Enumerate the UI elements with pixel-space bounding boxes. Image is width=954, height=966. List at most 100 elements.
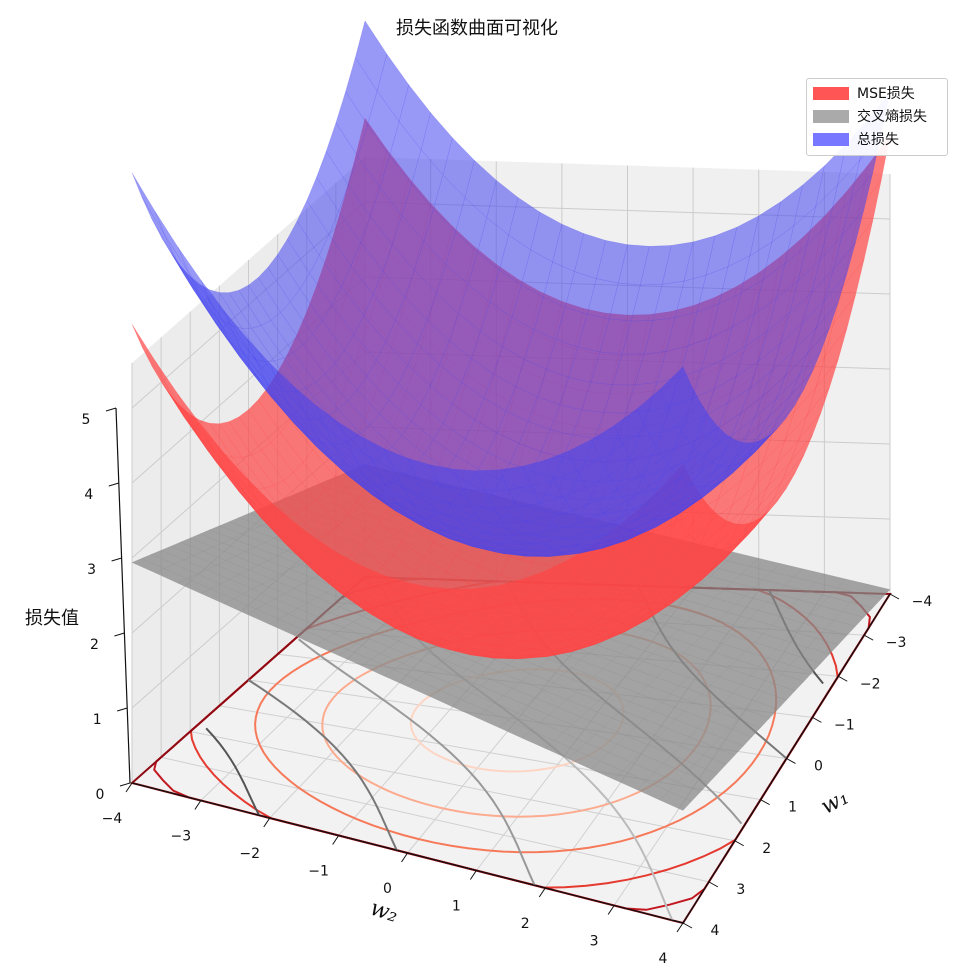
total-surface-cell [141, 196, 175, 257]
cross-entropy-surface-cell [659, 790, 692, 811]
w2-tick-mark [194, 800, 202, 810]
w1-tick-label: 1 [788, 800, 797, 816]
mse-surface-cell [338, 553, 372, 586]
cross-entropy-contour-line [297, 638, 536, 886]
legend-swatch-mse [813, 86, 849, 100]
cross-entropy-contour-line [247, 679, 398, 851]
w2-tick-mark [263, 817, 271, 828]
legend-label-mse: MSE损失 [857, 86, 915, 102]
w2-tick-mark [332, 835, 340, 845]
z-tick-label: 4 [84, 487, 93, 503]
cross-entropy-surface-cell [338, 649, 372, 667]
z-tick-mark [105, 407, 117, 412]
w2-tick-label: −3 [171, 829, 192, 845]
mse-surface-cell [384, 575, 418, 602]
legend-label-cross-entropy: 交叉熵损失 [857, 109, 927, 125]
total-surface-cell [338, 421, 372, 459]
w2-tick-mark [676, 922, 684, 933]
w2-tick-label: 2 [521, 916, 530, 932]
w2-tick-label: −2 [239, 846, 260, 862]
mse-surface-cell [200, 424, 234, 474]
chart-title: 损失函数曲面可视化 [396, 18, 558, 39]
total-surface-cell [567, 439, 601, 471]
w2-tick-mark [607, 905, 615, 915]
cross-entropy-surface-cell [361, 659, 395, 677]
cross-entropy-surface-cell [521, 730, 555, 749]
legend-item-cross-entropy: 交叉熵损失 [813, 106, 927, 126]
total-surface-cell [154, 211, 188, 271]
cross-entropy-surface-cell [269, 618, 303, 636]
w2-tick-mark [125, 782, 133, 793]
mse-surface-cell [522, 570, 555, 598]
total-surface-cell [407, 457, 440, 486]
z-tick-mark [119, 782, 131, 787]
total-surface-cell [384, 448, 418, 480]
cross-entropy-surface-cell [223, 598, 257, 615]
total-surface-cell [590, 425, 624, 460]
w1-tick-mark [863, 634, 874, 641]
z-axis-label: 损失值 [25, 608, 79, 629]
w1-tick-mark [734, 840, 744, 847]
w1-tick-mark [838, 675, 848, 682]
mse-surface-cell [131, 324, 165, 383]
z-tick-label: 5 [82, 412, 91, 428]
total-surface-cell [164, 234, 198, 292]
total-surface-cell [499, 465, 532, 490]
total-surface-cell [200, 279, 234, 334]
cross-entropy-surface-cell [200, 588, 234, 605]
total-surface-cell [177, 246, 211, 304]
w1-tick-label: 4 [711, 923, 720, 939]
legend-item-total: 总损失 [813, 129, 899, 149]
z-tick-mark [114, 632, 125, 637]
total-surface-cell [131, 172, 165, 236]
w1-tick-label: 0 [814, 759, 823, 775]
w1-tick-label: 3 [736, 882, 745, 898]
w2-tick-label: 1 [452, 899, 461, 915]
w1-tick-mark [812, 716, 822, 723]
z-tick-label: 0 [96, 787, 105, 803]
floor-grid-w1 [190, 731, 735, 842]
cross-entropy-surface-cell [131, 558, 166, 574]
cross-entropy-surface-cell [292, 629, 326, 646]
total-surface-cell [613, 408, 647, 446]
w1-tick-mark [889, 593, 900, 600]
chart-legend: MSE损失 交叉熵损失 总损失 [806, 78, 948, 156]
mse-surface-cell [292, 520, 326, 559]
legend-swatch-cross-entropy [813, 109, 849, 123]
z-tick-label: 1 [93, 712, 102, 728]
z-tick-label: 3 [87, 562, 96, 578]
w1-tick-label: −1 [834, 717, 855, 733]
floor-grid-w1 [161, 756, 709, 883]
total-surface-cell [659, 366, 692, 409]
cross-entropy-surface-cell [590, 760, 624, 780]
total-surface-cell [292, 385, 326, 427]
w1-tick-mark [708, 881, 719, 888]
total-surface-cell [636, 388, 669, 429]
total-surface-cell [545, 450, 578, 480]
w2-tick-mark [401, 852, 408, 863]
z-axis-line [115, 407, 131, 784]
mse-surface-cell [315, 538, 349, 574]
w2-tick-mark [538, 887, 546, 898]
y-axis-label: w₂ [367, 896, 401, 928]
legend-label-total: 总损失 [857, 132, 899, 148]
w2-tick-label: −1 [308, 864, 329, 880]
w1-tick-label: −2 [860, 676, 881, 692]
w1-tick-mark [760, 799, 770, 806]
w1-tick-label: −3 [886, 635, 907, 651]
z-tick-label: 2 [90, 637, 99, 653]
legend-swatch-total [813, 132, 849, 146]
w2-tick-label: 4 [659, 951, 668, 966]
z-tick-mark [111, 557, 122, 562]
w2-tick-mark [469, 870, 477, 880]
w2-tick-label: 0 [383, 881, 392, 897]
w2-tick-label: −4 [102, 811, 123, 827]
total-surface-cell [315, 404, 349, 445]
w1-tick-mark [786, 758, 796, 764]
mse-surface-cell [545, 559, 578, 589]
z-tick-mark [108, 482, 119, 487]
w2-tick-label: 3 [590, 934, 599, 950]
legend-item-mse: MSE损失 [813, 83, 915, 103]
